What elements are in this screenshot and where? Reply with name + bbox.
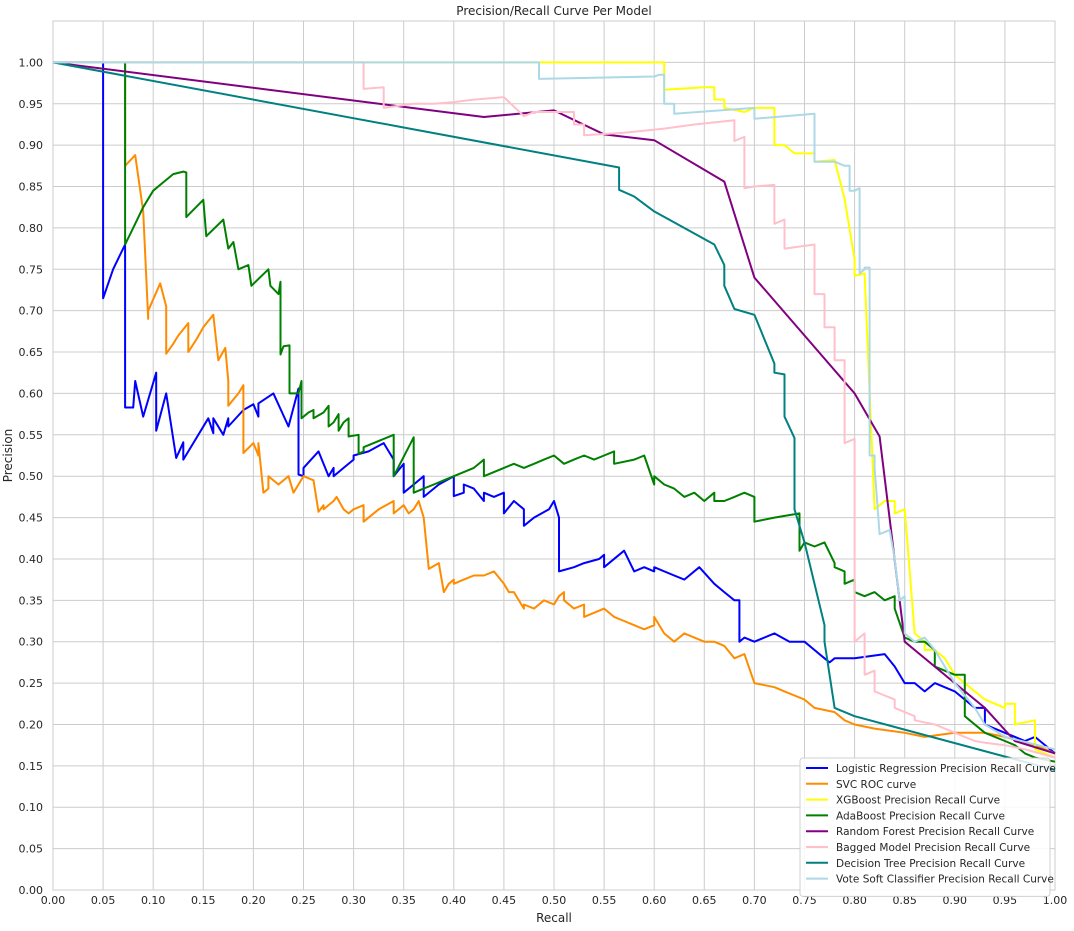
y-tick-label: 0.45: [19, 512, 44, 525]
series-line-7: [53, 61, 1056, 751]
x-tick-label: 0.55: [592, 894, 617, 907]
y-tick-label: 0.60: [19, 387, 44, 400]
x-tick-label: 0.50: [542, 894, 567, 907]
y-tick-label: 0.10: [19, 801, 44, 814]
chart-title: Precision/Recall Curve Per Model: [456, 4, 651, 18]
series-line-4: [52, 61, 1056, 755]
x-tick-label: 0.75: [792, 894, 817, 907]
x-tick-label: 0.40: [442, 894, 467, 907]
x-tick-label: 0.95: [993, 894, 1018, 907]
x-tick-label: 0.65: [692, 894, 717, 907]
plot-area-frame: [52, 20, 1056, 891]
y-tick-label: 0.35: [19, 594, 44, 607]
y-tick-label: 0.55: [19, 429, 44, 442]
y-tick-label: 0.90: [19, 139, 44, 152]
series-line-1: [124, 62, 1056, 755]
legend-entry: XGBoost Precision Recall Curve: [836, 795, 1000, 807]
series-line-0: [53, 61, 1056, 755]
y-tick-label: 0.95: [19, 98, 44, 111]
x-axis-label: Recall: [536, 911, 572, 925]
x-tick-label: 0.70: [742, 894, 767, 907]
x-tick-label: 0.20: [241, 894, 266, 907]
y-tick-label: 0.75: [19, 263, 44, 276]
legend-entry: Decision Tree Precision Recall Curve: [836, 858, 1025, 870]
y-tick-label: 0.00: [19, 884, 44, 897]
y-tick-label: 0.05: [19, 843, 44, 856]
x-tick-label: 0.85: [892, 894, 917, 907]
legend-entry: Random Forest Precision Recall Curve: [836, 826, 1034, 838]
legend-entry: SVC ROC curve: [836, 779, 916, 791]
legend-entry: Logistic Regression Precision Recall Cur…: [836, 763, 1056, 775]
y-tick-label: 0.40: [19, 553, 44, 566]
y-tick-label: 0.65: [19, 346, 44, 359]
legend-box: [799, 757, 1051, 897]
series-line-5: [53, 61, 1056, 759]
x-tick-label: 0.05: [91, 894, 116, 907]
x-tick-label: 0.80: [842, 894, 867, 907]
series-line-6: [52, 61, 1056, 771]
y-tick-label: 0.15: [19, 760, 44, 773]
y-tick-label: 0.85: [19, 181, 44, 194]
x-tick-label: 0.35: [391, 894, 416, 907]
y-tick-label: 0.30: [19, 636, 44, 649]
x-axis-ticks: 0.00 0.05 0.10 0.15 0.20 0.25 0.30 0.35 0.40 0.45…: [41, 894, 1068, 907]
legend-entry: AdaBoost Precision Recall Curve: [836, 810, 1005, 822]
y-axis-label: Precision: [1, 429, 15, 483]
series-line-3: [124, 62, 1056, 763]
x-tick-label: 0.15: [191, 894, 216, 907]
y-tick-label: 0.80: [19, 222, 44, 235]
legend-entry: Vote Soft Classifier Precision Recall Cu…: [836, 874, 1054, 886]
x-tick-label: 0.60: [642, 894, 667, 907]
x-tick-label: 1.00: [1043, 894, 1068, 907]
series-lines: [52, 61, 1056, 771]
y-tick-label: 0.20: [19, 718, 44, 731]
series-line-2: [53, 61, 1056, 759]
y-tick-label: 0.70: [19, 305, 44, 318]
x-tick-label: 0.30: [341, 894, 366, 907]
y-axis-ticks: 0.00 0.05 0.10 0.15 0.20 0.25 0.30 0.35 0.40 0.45…: [19, 56, 44, 897]
y-tick-label: 0.25: [19, 677, 44, 690]
y-tick-label: 1.00: [19, 56, 44, 69]
x-tick-label: 0.25: [291, 894, 316, 907]
x-tick-label: 0.90: [943, 894, 968, 907]
legend: Logistic Regression Precision Recall Cur…: [799, 757, 1056, 897]
legend-entry: Bagged Model Precision Recall Curve: [836, 842, 1030, 854]
x-tick-label: 0.45: [492, 894, 517, 907]
x-tick-label: 0.10: [141, 894, 166, 907]
y-tick-label: 0.50: [19, 470, 44, 483]
x-tick-label: 0.00: [41, 894, 66, 907]
